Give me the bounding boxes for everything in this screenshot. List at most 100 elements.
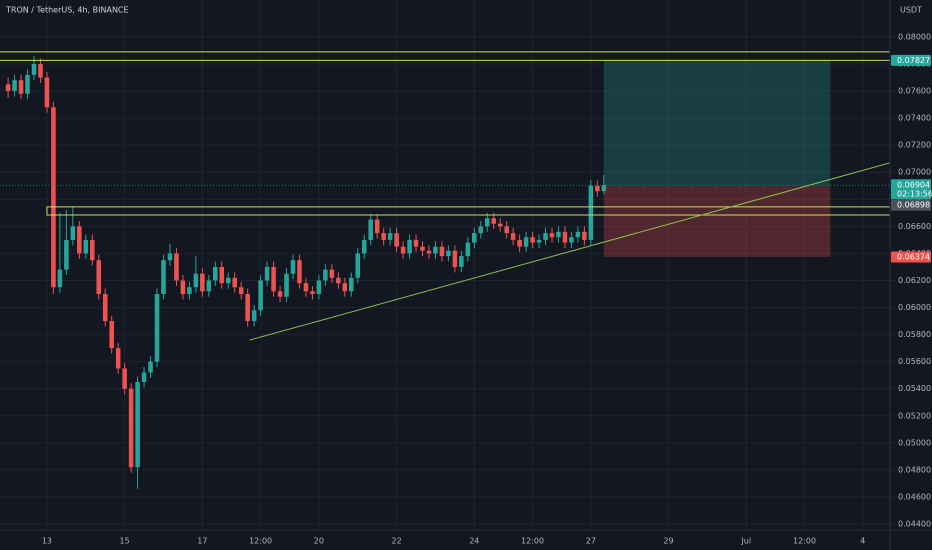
candle-body: [219, 266, 225, 284]
target-price-label: 0.07827: [897, 56, 930, 65]
stop-price-label: 0.06374: [897, 252, 930, 261]
candle-body: [148, 361, 153, 373]
candle-body: [387, 233, 393, 240]
candle-body: [264, 266, 270, 281]
y-tick-label: 0.04800: [898, 465, 931, 474]
candle-body: [459, 256, 464, 267]
candle-body: [96, 260, 102, 295]
candle-body: [569, 237, 574, 243]
candle-body: [135, 381, 140, 468]
y-tick-label: 0.07400: [898, 114, 931, 123]
x-tick-label: 12:00: [249, 537, 272, 546]
candle-body: [413, 239, 419, 247]
candle-body: [102, 294, 108, 322]
candle-body: [342, 283, 348, 292]
candle-body: [536, 239, 542, 243]
candle-body: [601, 185, 607, 192]
y-tick-label: 0.07600: [898, 87, 931, 96]
candle-body: [277, 291, 283, 297]
candle-body: [154, 294, 160, 362]
candle-body: [523, 237, 529, 247]
candle-body: [510, 233, 516, 240]
candle-body: [187, 287, 192, 295]
candle-body: [31, 64, 37, 75]
candle-body: [167, 253, 173, 261]
x-tick-label: 22: [392, 537, 402, 546]
y-tick-label: 0.05200: [898, 411, 931, 420]
x-tick-label: 12:00: [793, 537, 816, 546]
y-tick-label: 0.05000: [898, 438, 931, 447]
candle-body: [77, 226, 82, 254]
candle-body: [433, 246, 438, 254]
y-tick-label: 0.04600: [898, 492, 931, 501]
candle-body: [109, 321, 114, 349]
candle-body: [18, 80, 24, 94]
y-tick-label: 0.04400: [898, 520, 931, 529]
y-tick-label: 0.06800: [898, 195, 931, 204]
x-tick-label: Jul: [740, 537, 751, 546]
candle-body: [303, 283, 309, 292]
candle-body: [193, 273, 199, 288]
candle-body: [297, 260, 302, 284]
candle-body: [374, 219, 380, 234]
candle-body: [122, 368, 127, 389]
candle-body: [141, 372, 147, 382]
candle-body: [64, 239, 69, 270]
candle-body: [90, 239, 95, 261]
candle-body: [420, 246, 425, 251]
candle-body: [368, 219, 373, 240]
y-tick-label: 0.05400: [898, 384, 931, 393]
candle-body: [446, 250, 451, 257]
candle-body: [452, 250, 458, 267]
candle-body: [400, 246, 406, 254]
candle-body: [517, 239, 522, 247]
target-price-tag: [891, 54, 931, 66]
y-axis-label: USDT: [900, 6, 922, 15]
last-price-label: 0.06904: [897, 181, 930, 190]
candle-body: [232, 277, 237, 288]
candle-body: [439, 246, 445, 257]
candle-body: [530, 237, 535, 243]
candle-body: [115, 348, 121, 369]
candle-body: [575, 231, 581, 238]
candle-body: [180, 280, 186, 295]
candle-body: [394, 233, 399, 247]
y-tick-label: 0.05800: [898, 330, 931, 339]
candle-body: [12, 80, 17, 92]
candle-body: [271, 266, 276, 292]
candle-body: [349, 277, 354, 292]
candle-body: [83, 239, 89, 254]
candle-body: [426, 250, 432, 254]
y-tick-label: 0.07000: [898, 168, 931, 177]
candle-body: [44, 77, 50, 108]
candle-body: [25, 74, 30, 94]
candle-body: [582, 231, 587, 240]
trend-line: [249, 162, 891, 341]
x-tick-label: 13: [42, 537, 52, 546]
candle-body: [472, 233, 477, 243]
candle-body: [543, 233, 548, 240]
candle-body: [174, 253, 179, 281]
candle-body: [238, 287, 244, 295]
countdown-label: 02:13:56: [897, 190, 932, 199]
candle-body: [355, 253, 361, 278]
candle-body: [161, 260, 166, 295]
y-tick-label: 0.05600: [898, 357, 931, 366]
candle-body: [484, 218, 490, 227]
candle-body: [504, 226, 509, 234]
candle-body: [213, 266, 218, 281]
y-tick-label: 0.06000: [898, 303, 931, 312]
candle-body: [245, 294, 250, 322]
candle-body: [70, 226, 76, 240]
x-tick-label: 12:00: [521, 537, 544, 546]
candle-body: [465, 242, 471, 257]
entry-price-label: 0.06898: [897, 201, 930, 210]
candle-body: [51, 107, 56, 288]
x-tick-label: 17: [197, 537, 207, 546]
candle-body: [407, 239, 412, 254]
candle-body: [497, 223, 503, 227]
x-tick-label: 24: [469, 537, 479, 546]
candle-body: [284, 273, 289, 297]
candle-body: [329, 269, 335, 278]
